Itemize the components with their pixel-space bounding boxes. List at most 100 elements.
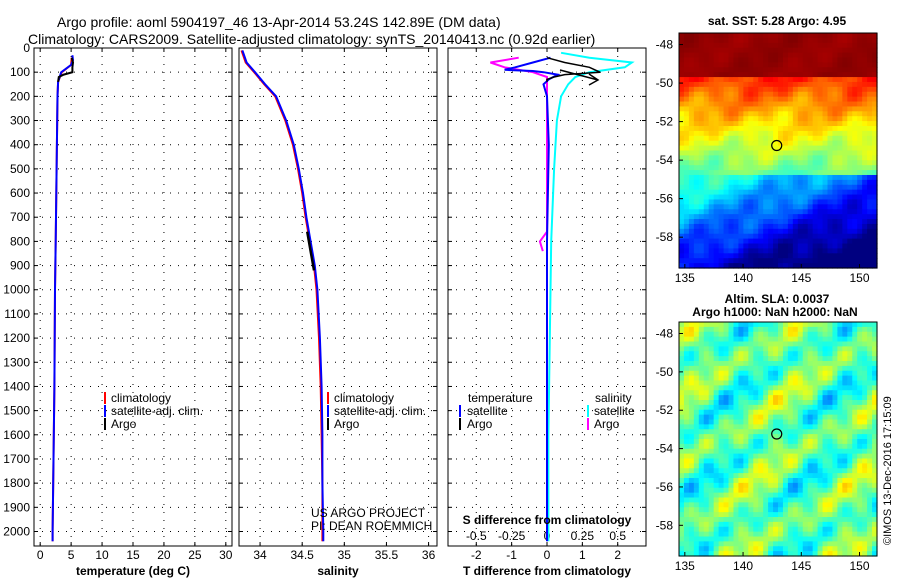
heatmap-cell [842, 238, 848, 245]
heatmap-cell [703, 346, 710, 352]
heatmap-cell [758, 482, 764, 489]
sla-heatmap [679, 322, 878, 557]
heatmap-cell [792, 228, 799, 235]
heatmap-cell [713, 130, 720, 137]
heatmap-cell [723, 429, 730, 435]
heatmap-cell [837, 346, 843, 352]
heatmap-cell [797, 228, 804, 235]
heatmap-cell [802, 194, 809, 201]
lat-tick-label: -56 [656, 480, 674, 494]
heatmap-cell [693, 365, 700, 372]
heatmap-cell [822, 453, 829, 460]
heatmap-cell [683, 404, 690, 411]
heatmap-cell [802, 106, 809, 112]
heatmap-cell [797, 101, 804, 108]
heatmap-cell [748, 380, 754, 386]
heatmap-cell [782, 233, 789, 240]
heatmap-cell [807, 502, 814, 508]
heatmap-cell [867, 135, 873, 142]
heatmap-cell [763, 541, 769, 547]
heatmap-cell [718, 473, 725, 479]
heatmap-cell [797, 47, 804, 54]
heatmap-cell [872, 145, 878, 152]
heatmap-cell [842, 468, 848, 474]
heatmap-cell [688, 170, 695, 176]
heatmap-cell [708, 478, 715, 484]
heatmap-cell [842, 370, 848, 377]
heatmap-cell [723, 67, 730, 73]
heatmap-cell [862, 194, 868, 201]
heatmap-cell [723, 521, 730, 528]
heatmap-cell [708, 526, 715, 533]
heatmap-cell [857, 385, 863, 391]
heatmap-cell [768, 521, 774, 528]
heatmap-cell [683, 150, 690, 156]
heatmap-cell [753, 531, 759, 538]
heatmap-cell [738, 322, 744, 328]
heatmap-cell [867, 356, 873, 362]
heatmap-cell [718, 126, 725, 132]
heatmap-cell [802, 101, 809, 108]
heatmap-cell [728, 365, 735, 372]
heatmap-cell [782, 116, 789, 122]
heatmap-cell [827, 233, 834, 240]
heatmap-cell [718, 512, 725, 518]
heatmap-cell [812, 434, 819, 440]
heatmap-cell [787, 341, 794, 347]
heatmap-cell [778, 439, 784, 445]
heatmap-cell [862, 502, 868, 508]
heatmap-cell [822, 365, 829, 372]
heatmap-cell [743, 482, 749, 489]
heatmap-cell [872, 482, 878, 489]
heatmap-cell [832, 67, 838, 73]
heatmap-cell [703, 42, 710, 49]
heatmap-cell [758, 551, 764, 557]
heatmap-cell [733, 497, 739, 503]
heatmap-cell [872, 395, 878, 401]
heatmap-cell [832, 135, 838, 142]
heatmap-cell [792, 47, 799, 54]
heatmap-cell [723, 326, 730, 333]
lon-tick-label: 145 [791, 559, 811, 573]
heatmap-cell [679, 512, 685, 518]
heatmap-cell [802, 429, 809, 435]
heatmap-cell [738, 263, 744, 269]
heatmap-cell [679, 434, 685, 440]
heatmap-cell [753, 101, 759, 108]
heatmap-cell [867, 116, 873, 122]
heatmap-cell [703, 512, 710, 518]
heatmap-cell [857, 526, 863, 533]
heatmap-cell [748, 140, 754, 147]
legend-argo: Argo [111, 417, 137, 431]
heatmap-cell [723, 526, 730, 533]
heatmap-cell [738, 160, 744, 166]
heatmap-cell [768, 473, 774, 479]
heatmap-cell [713, 551, 720, 557]
heatmap-cell [683, 424, 690, 430]
heatmap-cell [872, 248, 878, 254]
heatmap-cell [817, 106, 824, 112]
heatmap-cell [802, 463, 809, 469]
heatmap-cell [758, 322, 764, 328]
heatmap-cell [693, 507, 700, 513]
heatmap-cell [857, 145, 863, 152]
heatmap-cell [733, 326, 739, 333]
heatmap-cell [773, 145, 779, 152]
heatmap-cell [748, 165, 754, 171]
heatmap-cell [872, 121, 878, 127]
heatmap-cell [748, 541, 754, 547]
heatmap-cell [852, 346, 858, 352]
heatmap-cell [867, 57, 873, 63]
heatmap-cell [822, 194, 829, 201]
heatmap-cell [802, 37, 809, 44]
heatmap-cell [778, 67, 784, 73]
heatmap-cell [832, 189, 838, 196]
heatmap-cell [773, 443, 779, 450]
legend-climatology: climatology [334, 391, 394, 405]
heatmap-cell [792, 502, 799, 508]
heatmap-cell [782, 209, 789, 215]
heatmap-cell [733, 145, 739, 152]
heatmap-cell [832, 214, 838, 220]
heatmap-cell [847, 551, 853, 557]
heatmap-cell [723, 458, 730, 464]
